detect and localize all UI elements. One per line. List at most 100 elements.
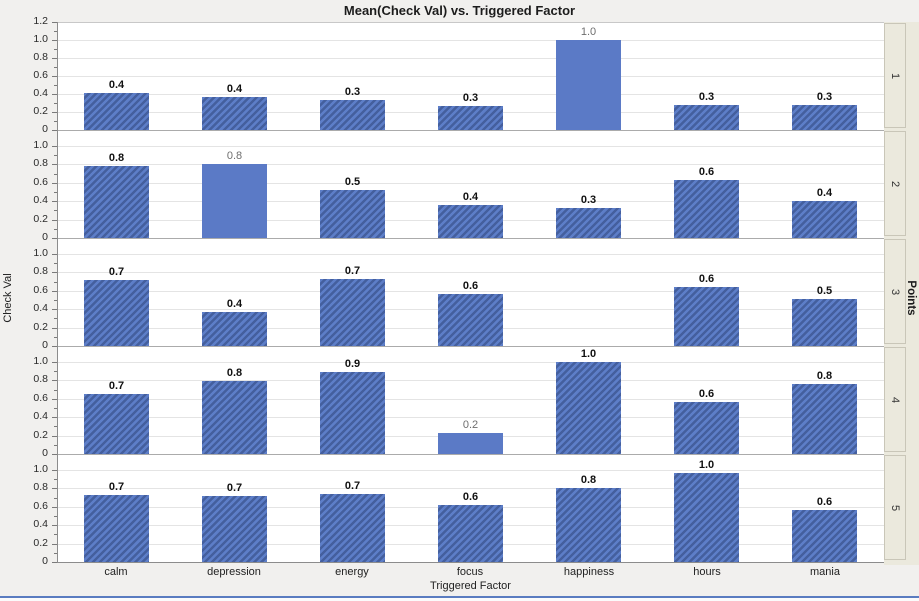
x-category-label-focus: focus <box>456 566 484 578</box>
bar-focus-points4[interactable] <box>438 433 503 454</box>
bar-hours-points5[interactable] <box>674 473 739 562</box>
y-tick-label: 0.4 <box>33 194 48 206</box>
bar-focus-points1[interactable] <box>438 106 503 130</box>
window-margin-bottom <box>0 598 919 601</box>
bar-focus-points5[interactable] <box>438 505 503 562</box>
y-minor-tick <box>54 408 57 409</box>
y-major-tick <box>52 525 57 526</box>
bar-hours-points4[interactable] <box>674 402 739 454</box>
y-gridline <box>57 399 884 400</box>
bar-calm-points4[interactable] <box>84 394 149 454</box>
bar-value-label: 0.4 <box>226 298 243 310</box>
y-major-tick <box>52 22 57 23</box>
panel-strip-label: 1 <box>889 72 901 79</box>
y-axis-title: Check Val <box>2 273 14 323</box>
bar-value-label: 0.4 <box>816 187 833 199</box>
y-tick-label: 0.8 <box>33 373 48 385</box>
window-border-bottom <box>0 596 919 598</box>
bar-depression-points1[interactable] <box>202 97 267 130</box>
bar-mania-points1[interactable] <box>792 105 857 130</box>
bar-calm-points5[interactable] <box>84 495 149 562</box>
y-tick-label: 0 <box>42 123 48 135</box>
bar-energy-points3[interactable] <box>320 279 385 346</box>
y-tick-label: 1.0 <box>33 247 48 259</box>
bar-value-label: 0.4 <box>226 83 243 95</box>
panel-strip-segment-2[interactable]: 2 <box>884 131 906 236</box>
y-gridline <box>57 201 884 202</box>
y-minor-tick <box>54 192 57 193</box>
panel-strip-segment-3[interactable]: 3 <box>884 239 906 344</box>
bar-happiness-points4[interactable] <box>556 362 621 454</box>
y-tick-label: 0.6 <box>33 69 48 81</box>
bar-value-label: 1.0 <box>580 348 597 360</box>
y-minor-tick <box>54 300 57 301</box>
bar-hours-points3[interactable] <box>674 287 739 346</box>
bar-energy-points1[interactable] <box>320 100 385 130</box>
bar-calm-points1[interactable] <box>84 93 149 130</box>
bar-hours-points2[interactable] <box>674 180 739 238</box>
bar-energy-points4[interactable] <box>320 372 385 454</box>
bar-value-label: 0.8 <box>108 152 125 164</box>
y-gridline <box>57 291 884 292</box>
panel-strip-label: 2 <box>889 180 901 187</box>
bar-happiness-points5[interactable] <box>556 488 621 562</box>
bar-value-label: 0.3 <box>580 194 597 206</box>
bar-depression-points5[interactable] <box>202 496 267 562</box>
y-minor-tick <box>54 479 57 480</box>
bar-depression-points4[interactable] <box>202 381 267 454</box>
bar-mania-points2[interactable] <box>792 201 857 238</box>
y-tick-label: 0.2 <box>33 213 48 225</box>
bar-mania-points3[interactable] <box>792 299 857 346</box>
bar-value-label: 0.6 <box>698 273 715 285</box>
y-major-tick <box>52 94 57 95</box>
y-major-tick <box>52 562 57 563</box>
y-tick-label: 0 <box>42 447 48 459</box>
bar-value-label: 0.9 <box>344 358 361 370</box>
bar-energy-points5[interactable] <box>320 494 385 562</box>
x-category-label-energy: energy <box>335 566 369 578</box>
panel-strip-segment-5[interactable]: 5 <box>884 455 906 560</box>
bar-value-label: 1.0 <box>580 26 597 38</box>
y-gridline <box>57 183 884 184</box>
panel-strip-segment-4[interactable]: 4 <box>884 347 906 452</box>
y-gridline <box>57 58 884 59</box>
bar-focus-points3[interactable] <box>438 294 503 346</box>
y-tick-label: 0.4 <box>33 87 48 99</box>
bar-happiness-points2[interactable] <box>556 208 621 238</box>
y-gridline <box>57 470 884 471</box>
y-major-tick <box>52 220 57 221</box>
y-tick-label: 1.0 <box>33 33 48 45</box>
bar-value-label: 0.3 <box>462 92 479 104</box>
y-major-tick <box>52 436 57 437</box>
y-minor-tick <box>54 103 57 104</box>
y-major-tick <box>52 58 57 59</box>
y-tick-label: 0.6 <box>33 176 48 188</box>
bar-energy-points2[interactable] <box>320 190 385 238</box>
y-major-tick <box>52 130 57 131</box>
y-tick-label: 0.2 <box>33 537 48 549</box>
bar-happiness-points1[interactable] <box>556 40 621 130</box>
y-minor-tick <box>54 426 57 427</box>
bar-hours-points1[interactable] <box>674 105 739 130</box>
y-tick-label: 0 <box>42 339 48 351</box>
bar-calm-points2[interactable] <box>84 166 149 238</box>
y-gridline <box>57 40 884 41</box>
bar-depression-points2[interactable] <box>202 164 267 238</box>
bar-value-label: 0.6 <box>698 166 715 178</box>
y-tick-label: 0.8 <box>33 51 48 63</box>
bar-value-label: 0.5 <box>816 285 833 297</box>
bar-focus-points2[interactable] <box>438 205 503 238</box>
y-gridline <box>57 488 884 489</box>
y-tick-label: 0.6 <box>33 392 48 404</box>
y-tick-label: 0.6 <box>33 284 48 296</box>
bar-mania-points5[interactable] <box>792 510 857 562</box>
y-axis-line <box>57 22 58 562</box>
y-major-tick <box>52 164 57 165</box>
panel-strip-segment-1[interactable]: 1 <box>884 23 906 128</box>
bar-mania-points4[interactable] <box>792 384 857 454</box>
bar-depression-points3[interactable] <box>202 312 267 346</box>
bar-value-label: 0.4 <box>108 79 125 91</box>
bar-calm-points3[interactable] <box>84 280 149 346</box>
y-gridline <box>57 272 884 273</box>
